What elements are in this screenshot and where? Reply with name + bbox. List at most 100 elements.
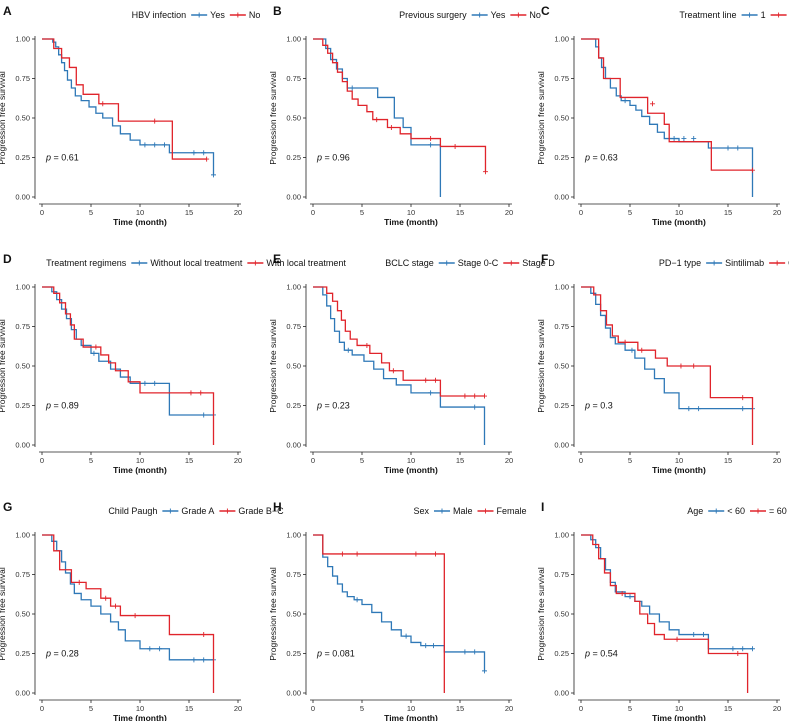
censor-mark (472, 404, 478, 410)
censor-mark (201, 632, 207, 638)
p-value-text: = 0.63 (590, 153, 618, 163)
censor-mark (627, 594, 633, 600)
y-tick-label: 0.00 (286, 441, 301, 450)
censor-mark (198, 390, 204, 396)
x-tick-label: 10 (407, 456, 415, 465)
censor-mark (152, 118, 158, 124)
x-tick-label: 5 (628, 208, 632, 217)
y-tick-label: 0.25 (554, 649, 569, 658)
x-tick-label: 5 (628, 456, 632, 465)
km-series-0 (581, 286, 755, 412)
y-axis-title: Progression free survival (0, 319, 7, 413)
axes: 0.00 0.25 0.50 0.75 1.00 0 5 10 15 20 Time (month)… (268, 531, 513, 721)
censor-mark (211, 172, 216, 178)
censor-mark (364, 342, 370, 348)
censor-mark (482, 169, 488, 175)
panel-g: G Child Paugh Grade A Grade B−C 0.00 0.25 0.50… (0, 500, 284, 721)
legend-label-1: With local treatment (266, 258, 346, 268)
panel-e: E BCLC stage Stage 0-C Stage D0.000.250.500… (268, 252, 555, 475)
legend-label-1: Stage D (522, 258, 555, 268)
legend-censor-mark-0 (477, 12, 483, 18)
y-tick-label: 0.75 (554, 322, 569, 331)
x-tick-label: 10 (675, 208, 683, 217)
y-tick-label: 0.25 (15, 649, 30, 658)
legend: Age < 60 = 60 (687, 506, 787, 516)
censor-mark (686, 406, 692, 412)
censor-mark (152, 380, 158, 386)
x-tick-label: 20 (773, 456, 781, 465)
y-tick-label: 1.00 (286, 283, 301, 292)
y-axis-title: Progression free survival (536, 319, 546, 413)
y-tick-label: 0.00 (554, 689, 569, 698)
km-curve (42, 38, 215, 175)
p-value-symbol: p (45, 649, 51, 659)
y-axis-title: Progression free survival (0, 71, 7, 165)
x-tick-label: 0 (579, 704, 583, 713)
x-tick-label: 15 (724, 456, 732, 465)
censor-mark (428, 142, 434, 148)
km-curve (42, 534, 214, 661)
km-series-0 (313, 534, 487, 674)
x-axis-title: Time (month) (652, 713, 706, 721)
x-tick-label: 10 (136, 456, 144, 465)
km-curve (42, 286, 215, 445)
legend: Treatment regimens Without local treatmen… (46, 258, 346, 268)
legend-censor-mark-1 (776, 12, 782, 18)
x-tick-label: 10 (675, 704, 683, 713)
km-series-1 (581, 534, 749, 693)
censor-mark (462, 649, 468, 655)
censor-mark (142, 142, 148, 148)
censor-mark (423, 377, 429, 383)
axes: 0.00 0.25 0.50 0.75 1.00 0 5 10 15 20 Time (month)… (536, 531, 781, 721)
km-curve (581, 286, 754, 445)
p-value: p = 0.54 (584, 649, 618, 659)
x-axis-title: Time (month) (652, 465, 706, 475)
p-value: p = 0.28 (45, 649, 79, 659)
legend-label-0: 1 (761, 10, 766, 20)
censor-mark (201, 412, 207, 418)
censor-mark (701, 632, 706, 638)
y-tick-label: 0.75 (15, 322, 30, 331)
censor-mark (740, 646, 746, 652)
y-tick-label: 0.75 (15, 570, 30, 579)
y-axis-title: Progression free survival (268, 567, 278, 661)
p-value-text: = 0.3 (590, 401, 613, 411)
censor-mark (629, 347, 635, 353)
x-tick-label: 15 (724, 704, 732, 713)
p-value-symbol: p (316, 401, 322, 411)
p-value-symbol: p (584, 401, 590, 411)
axes: 0.00 0.25 0.50 0.75 1.00 0 5 10 15 20 Time (month)… (536, 283, 781, 475)
x-tick-label: 10 (407, 208, 415, 217)
legend-censor-mark-1 (774, 260, 780, 266)
p-value-text: = 0.23 (322, 401, 350, 411)
x-axis-title: Time (month) (113, 465, 167, 475)
x-tick-label: 5 (89, 208, 93, 217)
censor-mark (91, 350, 97, 356)
legend-label-0: Yes (491, 10, 506, 20)
x-tick-label: 20 (234, 208, 242, 217)
y-tick-label: 0.00 (15, 193, 30, 202)
x-tick-label: 0 (579, 208, 583, 217)
y-tick-label: 1.00 (15, 283, 30, 292)
p-value: p = 0.3 (584, 401, 613, 411)
y-tick-label: 0.25 (286, 153, 301, 162)
y-tick-label: 0.00 (15, 441, 30, 450)
y-tick-label: 0.75 (554, 570, 569, 579)
x-tick-label: 0 (40, 456, 44, 465)
censor-mark (735, 145, 741, 151)
km-curve (42, 38, 207, 160)
axes: 0.00 0.25 0.50 0.75 1.00 0 5 10 15 20 Time (month)… (268, 283, 513, 475)
x-tick-label: 10 (675, 456, 683, 465)
km-curve (581, 286, 753, 410)
censor-mark (103, 595, 109, 601)
y-tick-label: 1.00 (286, 531, 301, 540)
y-axis-title: Progression free survival (268, 319, 278, 413)
censor-mark (191, 150, 197, 156)
legend: PD−1 typeSintilimabOthers (659, 258, 789, 268)
panel-letter: H (273, 500, 282, 514)
censor-mark (678, 363, 684, 369)
legend-label-0: Sintilimab (725, 258, 764, 268)
p-value-symbol: p (45, 153, 51, 163)
